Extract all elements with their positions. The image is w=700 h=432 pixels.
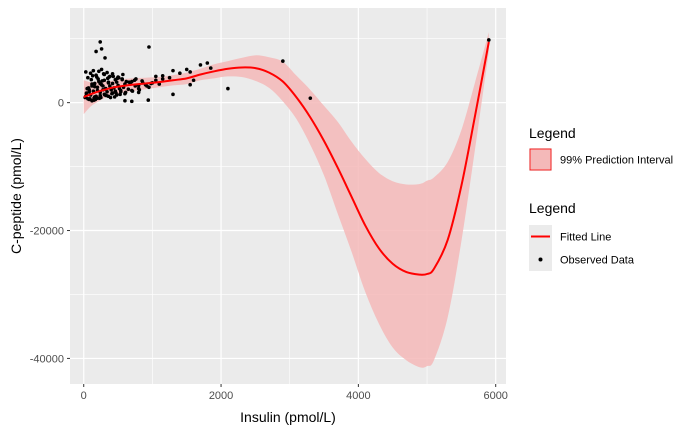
data-point xyxy=(94,49,98,54)
x-axis-title: Insulin (pmol/L) xyxy=(240,409,336,425)
legend-title: Legend xyxy=(529,200,576,216)
data-point xyxy=(146,98,151,102)
data-point xyxy=(98,40,103,44)
data-point xyxy=(113,77,118,82)
legend-key-point xyxy=(538,257,543,262)
data-point xyxy=(106,80,111,84)
data-point xyxy=(160,77,165,81)
data-point xyxy=(116,75,120,79)
y-tick-label: -20000 xyxy=(30,226,64,238)
data-point xyxy=(102,72,107,77)
data-point xyxy=(110,72,115,76)
data-point xyxy=(119,89,123,94)
data-point xyxy=(98,81,103,86)
data-point xyxy=(123,91,127,96)
data-point xyxy=(178,71,182,76)
data-point xyxy=(188,82,192,87)
x-tick-label: 4000 xyxy=(346,390,370,402)
data-point xyxy=(121,72,125,77)
data-point xyxy=(88,71,93,76)
data-point xyxy=(188,70,192,74)
data-point xyxy=(160,73,165,78)
data-point xyxy=(100,79,105,83)
data-point xyxy=(198,63,203,67)
data-point xyxy=(132,78,137,83)
data-point xyxy=(281,59,285,63)
data-point xyxy=(103,56,107,60)
data-point xyxy=(92,84,97,89)
y-axis-title: C-peptide (pmol/L) xyxy=(8,138,24,254)
data-point xyxy=(98,93,103,98)
data-point xyxy=(136,90,141,95)
data-point xyxy=(92,96,96,100)
data-point xyxy=(89,77,94,82)
data-point xyxy=(90,82,94,86)
prediction-interval-band xyxy=(83,32,489,368)
y-tick-label: -40000 xyxy=(30,353,64,365)
data-point xyxy=(308,96,313,100)
data-point xyxy=(114,93,119,97)
data-point xyxy=(191,78,196,83)
data-point xyxy=(86,75,90,80)
data-point xyxy=(123,98,127,103)
data-point xyxy=(126,87,131,92)
data-point xyxy=(106,94,111,99)
y-tick-label: 0 xyxy=(58,98,64,110)
data-point xyxy=(184,67,189,72)
data-point xyxy=(154,74,158,79)
data-point xyxy=(92,81,97,86)
data-point xyxy=(171,68,175,73)
observed-points xyxy=(83,38,491,104)
data-point xyxy=(147,45,151,49)
data-point xyxy=(83,70,88,74)
data-point xyxy=(108,84,112,88)
fitted-line xyxy=(83,41,490,276)
data-point xyxy=(94,73,98,77)
legend: Legend 99% Prediction Interval Legend Fitte… xyxy=(529,125,673,271)
legend-title: Legend xyxy=(529,125,576,141)
data-point xyxy=(124,79,129,84)
data-point xyxy=(108,74,112,79)
legend-label: Observed Data xyxy=(560,255,635,267)
data-point xyxy=(110,91,115,95)
data-point xyxy=(102,92,107,97)
legend-key-interval xyxy=(529,148,552,171)
data-point xyxy=(105,70,109,75)
data-point xyxy=(97,69,101,74)
data-point xyxy=(145,84,149,88)
legend-label: Fitted Line xyxy=(560,232,611,244)
data-point xyxy=(95,96,100,100)
data-point xyxy=(85,86,89,91)
x-tick-label: 0 xyxy=(81,390,87,402)
data-point xyxy=(487,38,491,42)
data-point xyxy=(154,78,158,83)
data-point xyxy=(167,75,172,80)
data-point xyxy=(90,98,94,103)
x-tick-label: 2000 xyxy=(209,390,233,402)
data-point xyxy=(130,99,134,104)
data-point xyxy=(99,47,104,51)
x-tick-label: 6000 xyxy=(483,390,507,402)
data-point xyxy=(208,66,213,70)
legend-label: 99% Prediction Interval xyxy=(560,155,673,167)
data-point xyxy=(101,84,105,88)
data-point xyxy=(91,68,96,73)
data-point xyxy=(171,92,175,97)
data-point xyxy=(110,81,115,86)
data-point xyxy=(120,77,124,81)
data-point xyxy=(90,73,95,78)
data-point xyxy=(95,85,100,90)
data-point xyxy=(205,61,210,65)
y-axis: 0 -20000 -40000 xyxy=(30,98,70,365)
data-point xyxy=(99,67,104,72)
data-point xyxy=(87,89,92,94)
data-point xyxy=(87,97,92,102)
data-point xyxy=(130,88,134,93)
x-axis: 0 2000 4000 6000 xyxy=(81,384,508,402)
data-point xyxy=(226,86,230,91)
